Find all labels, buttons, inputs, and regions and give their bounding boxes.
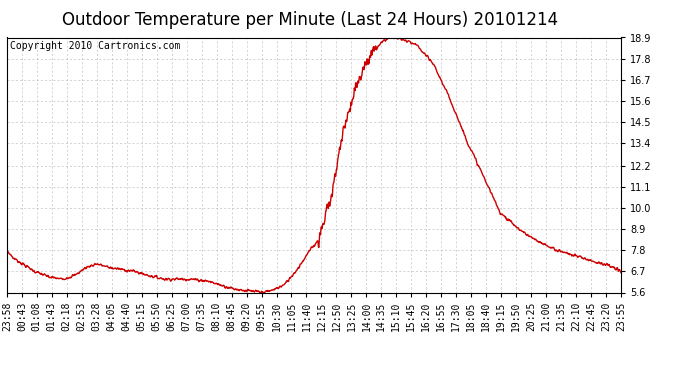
Text: Copyright 2010 Cartronics.com: Copyright 2010 Cartronics.com xyxy=(10,41,180,51)
Text: Outdoor Temperature per Minute (Last 24 Hours) 20101214: Outdoor Temperature per Minute (Last 24 … xyxy=(62,11,559,29)
